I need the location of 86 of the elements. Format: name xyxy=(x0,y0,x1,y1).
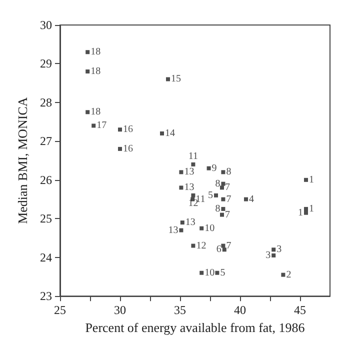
annotation: 8 xyxy=(226,166,232,178)
annotation: 7 xyxy=(226,240,232,252)
annotation: 2 xyxy=(286,269,292,280)
annotation: 18 xyxy=(90,46,101,58)
annotation: 18 xyxy=(90,66,101,77)
annotation: 6 xyxy=(216,244,222,256)
point xyxy=(304,210,308,215)
annotation: 13 xyxy=(184,166,194,178)
point xyxy=(191,162,196,166)
point xyxy=(179,228,184,232)
y-tick-label: 29 xyxy=(40,56,52,71)
y-tick-label: 24 xyxy=(40,250,52,264)
point xyxy=(221,170,226,174)
point xyxy=(244,197,248,202)
annotation: 1 xyxy=(309,174,314,186)
point xyxy=(179,170,184,174)
y-tick-label: 28 xyxy=(40,95,52,110)
annotation: 13 xyxy=(185,217,196,228)
x-axis-title: Percent of energy available from fat, 1986 xyxy=(85,320,306,335)
annotation: 17 xyxy=(96,120,107,132)
annotation: 14 xyxy=(165,128,175,139)
point xyxy=(221,206,226,211)
point xyxy=(166,77,170,82)
point xyxy=(191,193,196,198)
point xyxy=(118,128,122,132)
point xyxy=(272,253,276,258)
annotation: 5 xyxy=(220,267,226,278)
annotation: 12 xyxy=(188,198,198,209)
annotation: 10 xyxy=(204,222,215,234)
point xyxy=(215,270,220,275)
annotation: 1 xyxy=(298,207,303,218)
point xyxy=(200,270,204,275)
x-tick-label: 40 xyxy=(234,303,246,318)
point xyxy=(160,131,164,136)
point xyxy=(200,226,204,230)
annotation: 7 xyxy=(225,182,230,194)
point xyxy=(86,69,90,74)
annotation: 10 xyxy=(204,267,215,278)
annotation: 3 xyxy=(276,244,282,256)
annotation: 8 xyxy=(215,178,220,190)
x-tick-label: 30 xyxy=(114,303,126,318)
x-tick-label: 25 xyxy=(54,303,66,318)
point xyxy=(214,193,218,198)
x-tick-label: 45 xyxy=(294,303,306,318)
annotation: 11 xyxy=(188,150,198,162)
annotation: 13 xyxy=(184,182,194,194)
point xyxy=(272,248,276,252)
point xyxy=(86,50,90,54)
point xyxy=(179,186,184,190)
point xyxy=(118,146,122,151)
point xyxy=(304,178,308,182)
annotation: 16 xyxy=(123,143,133,154)
point xyxy=(206,166,211,170)
annotation: 5 xyxy=(208,190,213,201)
annotation: 7 xyxy=(225,209,230,220)
point xyxy=(180,220,184,225)
point xyxy=(221,244,226,248)
annotation: 9 xyxy=(212,162,217,174)
point xyxy=(92,124,96,128)
annotation: 18 xyxy=(90,106,101,118)
annotation: 3 xyxy=(266,250,271,261)
point xyxy=(281,272,286,277)
point xyxy=(222,248,226,252)
point xyxy=(221,197,226,202)
point xyxy=(304,206,308,211)
y-tick-label: 30 xyxy=(40,18,52,32)
x-tick-label: 35 xyxy=(174,303,186,318)
point xyxy=(221,182,226,186)
point xyxy=(220,186,224,190)
point xyxy=(86,110,90,114)
y-tick-label: 23 xyxy=(40,289,52,304)
annotation: 15 xyxy=(171,74,181,85)
annotation: 4 xyxy=(249,194,254,205)
y-tick-label: 25 xyxy=(40,212,52,226)
annotation: 8 xyxy=(215,203,220,214)
point xyxy=(220,212,224,217)
annotation: 12 xyxy=(196,240,206,252)
annotation: 11 xyxy=(196,194,206,205)
annotation: 1 xyxy=(309,203,314,214)
annotation: 7 xyxy=(226,194,232,205)
annotation: 16 xyxy=(123,124,133,136)
y-tick-label: 27 xyxy=(40,134,52,148)
point xyxy=(191,244,196,248)
y-axis-title: Median BMI, MONICA xyxy=(15,96,30,224)
annotation: 13 xyxy=(168,224,178,236)
y-tick-label: 26 xyxy=(40,172,52,187)
